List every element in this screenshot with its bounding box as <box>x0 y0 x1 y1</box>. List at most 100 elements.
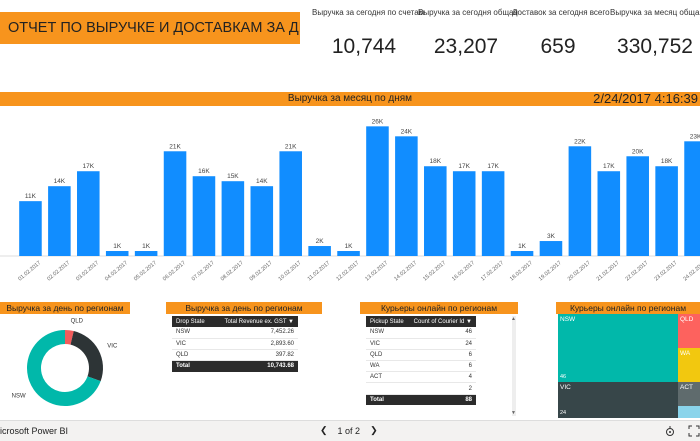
kpi-value: 659 <box>540 35 576 58</box>
table-row[interactable]: VIC 24 <box>366 338 476 350</box>
kpi-card-month-revenue[interactable]: Выручка за месяц общая 330,752 <box>610 8 700 59</box>
bar-14.02.2017[interactable] <box>395 136 418 256</box>
column-header-label: Total Revenue ex. GST <box>224 318 287 325</box>
donut-slice-vic[interactable] <box>70 331 103 382</box>
bar-04.02.2017[interactable] <box>105 251 129 256</box>
table-row[interactable]: 2 <box>366 382 476 395</box>
total-row: Total 88 <box>366 394 476 406</box>
bar-24.02.2017[interactable] <box>684 141 700 256</box>
treemap-cell-label: VIC <box>560 384 571 391</box>
treemap-cell-qld[interactable]: QLD <box>678 314 700 348</box>
region-revenue-table[interactable]: Drop State Total Revenue ex. GST ▼ NSW 7,… <box>172 316 298 372</box>
donut-slice-nsw[interactable] <box>27 330 101 406</box>
table-row[interactable]: ACT 4 <box>366 371 476 384</box>
bar-11.02.2017[interactable] <box>308 246 331 256</box>
x-tick-label: 20.02.2017 <box>567 260 592 282</box>
column-header-pickup-state[interactable]: Pickup State <box>366 316 409 327</box>
bar-06.02.2017[interactable] <box>163 151 187 256</box>
treemap-cell-nsw[interactable]: NSW 46 <box>558 314 678 382</box>
x-tick-label: 03.02.2017 <box>75 260 100 282</box>
treemap-cell-act[interactable]: ACT <box>678 382 700 406</box>
bar-05.02.2017[interactable] <box>134 251 158 256</box>
cell-state: VIC <box>172 338 213 350</box>
bar-07.02.2017[interactable] <box>192 176 216 256</box>
bar-20.02.2017[interactable] <box>568 146 592 256</box>
treemap-cell-wa[interactable]: WA <box>678 348 700 382</box>
kpi-card-deliveries[interactable]: Доставок за сегодня всего 659 <box>512 8 610 59</box>
bar-data-label: 1K <box>142 243 151 250</box>
bar-data-label: 16K <box>198 168 210 175</box>
bar-02.02.2017[interactable] <box>48 186 71 256</box>
kpi-card-total-revenue[interactable]: Выручка за сегодня общая 23,207 <box>418 8 518 59</box>
daily-revenue-bar-chart[interactable]: 11K 01.02.2017 14K 02.02.2017 17K 03.02.2017 1… <box>0 106 700 296</box>
donut-slice-qld[interactable] <box>65 330 74 345</box>
next-page-button[interactable]: ❯ <box>370 425 378 435</box>
cell-value: 7,452.26 <box>212 327 298 339</box>
bar-data-label: 14K <box>256 178 268 185</box>
prev-page-button[interactable]: ❮ <box>320 425 328 435</box>
cell-state: NSW <box>366 327 409 339</box>
bar-13.02.2017[interactable] <box>366 126 389 256</box>
bar-16.02.2017[interactable] <box>452 171 476 256</box>
region-revenue-donut-chart[interactable]: QLD VIC NSW <box>0 316 130 416</box>
monthly-chart-title: Выручка за месяц по дням <box>287 93 413 104</box>
bar-12.02.2017[interactable] <box>337 251 360 256</box>
bar-03.02.2017[interactable] <box>77 171 100 256</box>
table-row[interactable]: WA 6 <box>366 360 476 373</box>
share-icon[interactable] <box>664 425 676 437</box>
bar-15.02.2017[interactable] <box>424 166 447 256</box>
column-header-total-revenue[interactable]: Total Revenue ex. GST ▼ <box>212 316 298 327</box>
fullscreen-icon[interactable] <box>688 425 700 437</box>
bar-data-label: 18K <box>430 158 442 165</box>
bar-22.02.2017[interactable] <box>626 156 649 256</box>
treemap-cell-label: QLD <box>680 316 694 323</box>
bar-08.02.2017[interactable] <box>221 181 245 256</box>
total-label: Total <box>172 360 213 372</box>
report-datetime: 2/24/2017 4:16:39 <box>593 91 698 106</box>
bar-17.02.2017[interactable] <box>481 171 505 256</box>
column-header-drop-state[interactable]: Drop State <box>172 316 213 327</box>
kpi-label: Доставок за сегодня всего <box>512 8 610 17</box>
footer-brand[interactable]: icrosoft Power BI <box>0 426 69 436</box>
x-tick-label: 11.02.2017 <box>307 260 332 282</box>
sort-desc-icon[interactable]: ▼ <box>288 318 294 325</box>
x-tick-label: 13.02.2017 <box>364 260 389 282</box>
bar-data-label: 21K <box>169 143 181 150</box>
cell-value: 46 <box>408 327 476 339</box>
table-row[interactable]: QLD 6 <box>366 349 476 362</box>
couriers-table-scrollbar[interactable]: ▲ ▼ <box>511 316 516 416</box>
bar-data-label: 17K <box>487 163 499 170</box>
table-row[interactable]: NSW 7,452.26 <box>172 327 298 339</box>
bar-23.02.2017[interactable] <box>655 166 678 256</box>
scroll-up-icon[interactable]: ▲ <box>511 316 516 322</box>
treemap-cell-vic[interactable]: VIC 24 <box>558 382 678 418</box>
column-header-courier-count[interactable]: Count of Courier Id ▼ <box>408 316 476 327</box>
bar-10.02.2017[interactable] <box>279 151 302 256</box>
kpi-card-invoice-revenue[interactable]: Выручка за сегодня по счетам 10,744 <box>312 8 425 59</box>
couriers-by-region-table[interactable]: Pickup State Count of Courier Id ▼ NSW 46… <box>366 316 476 406</box>
table-row[interactable]: NSW 46 <box>366 327 476 339</box>
bar-01.02.2017[interactable] <box>19 201 42 256</box>
cell-state: NSW <box>172 327 213 339</box>
treemap-cell-other[interactable] <box>678 406 700 418</box>
bar-data-label: 2K <box>316 238 325 245</box>
couriers-treemap[interactable]: NSW 46 VIC 24 QLD WA ACT <box>558 314 700 418</box>
bar-19.02.2017[interactable] <box>539 241 563 256</box>
table-row[interactable]: QLD 397.82 <box>172 349 298 362</box>
x-tick-label: 01.02.2017 <box>17 260 42 282</box>
treemap-cell-label: NSW <box>560 316 576 323</box>
bar-21.02.2017[interactable] <box>597 171 621 256</box>
x-tick-label: 16.02.2017 <box>451 260 476 282</box>
scroll-down-icon[interactable]: ▼ <box>511 410 516 416</box>
table-row[interactable]: VIC 2,893.60 <box>172 338 298 350</box>
bar-data-label: 18K <box>661 158 673 165</box>
kpi-label: Выручка за сегодня по счетам <box>312 8 425 17</box>
bar-18.02.2017[interactable] <box>510 251 534 256</box>
footer-bar: icrosoft Power BI ❮ 1 of 2 ❯ <box>0 420 700 441</box>
bar-data-label: 1K <box>345 243 354 250</box>
sort-desc-icon[interactable]: ▼ <box>466 318 472 325</box>
cell-state: WA <box>366 360 409 373</box>
bar-09.02.2017[interactable] <box>250 186 274 256</box>
treemap-cell-label: WA <box>680 350 691 357</box>
x-tick-label: 14.02.2017 <box>393 260 418 282</box>
